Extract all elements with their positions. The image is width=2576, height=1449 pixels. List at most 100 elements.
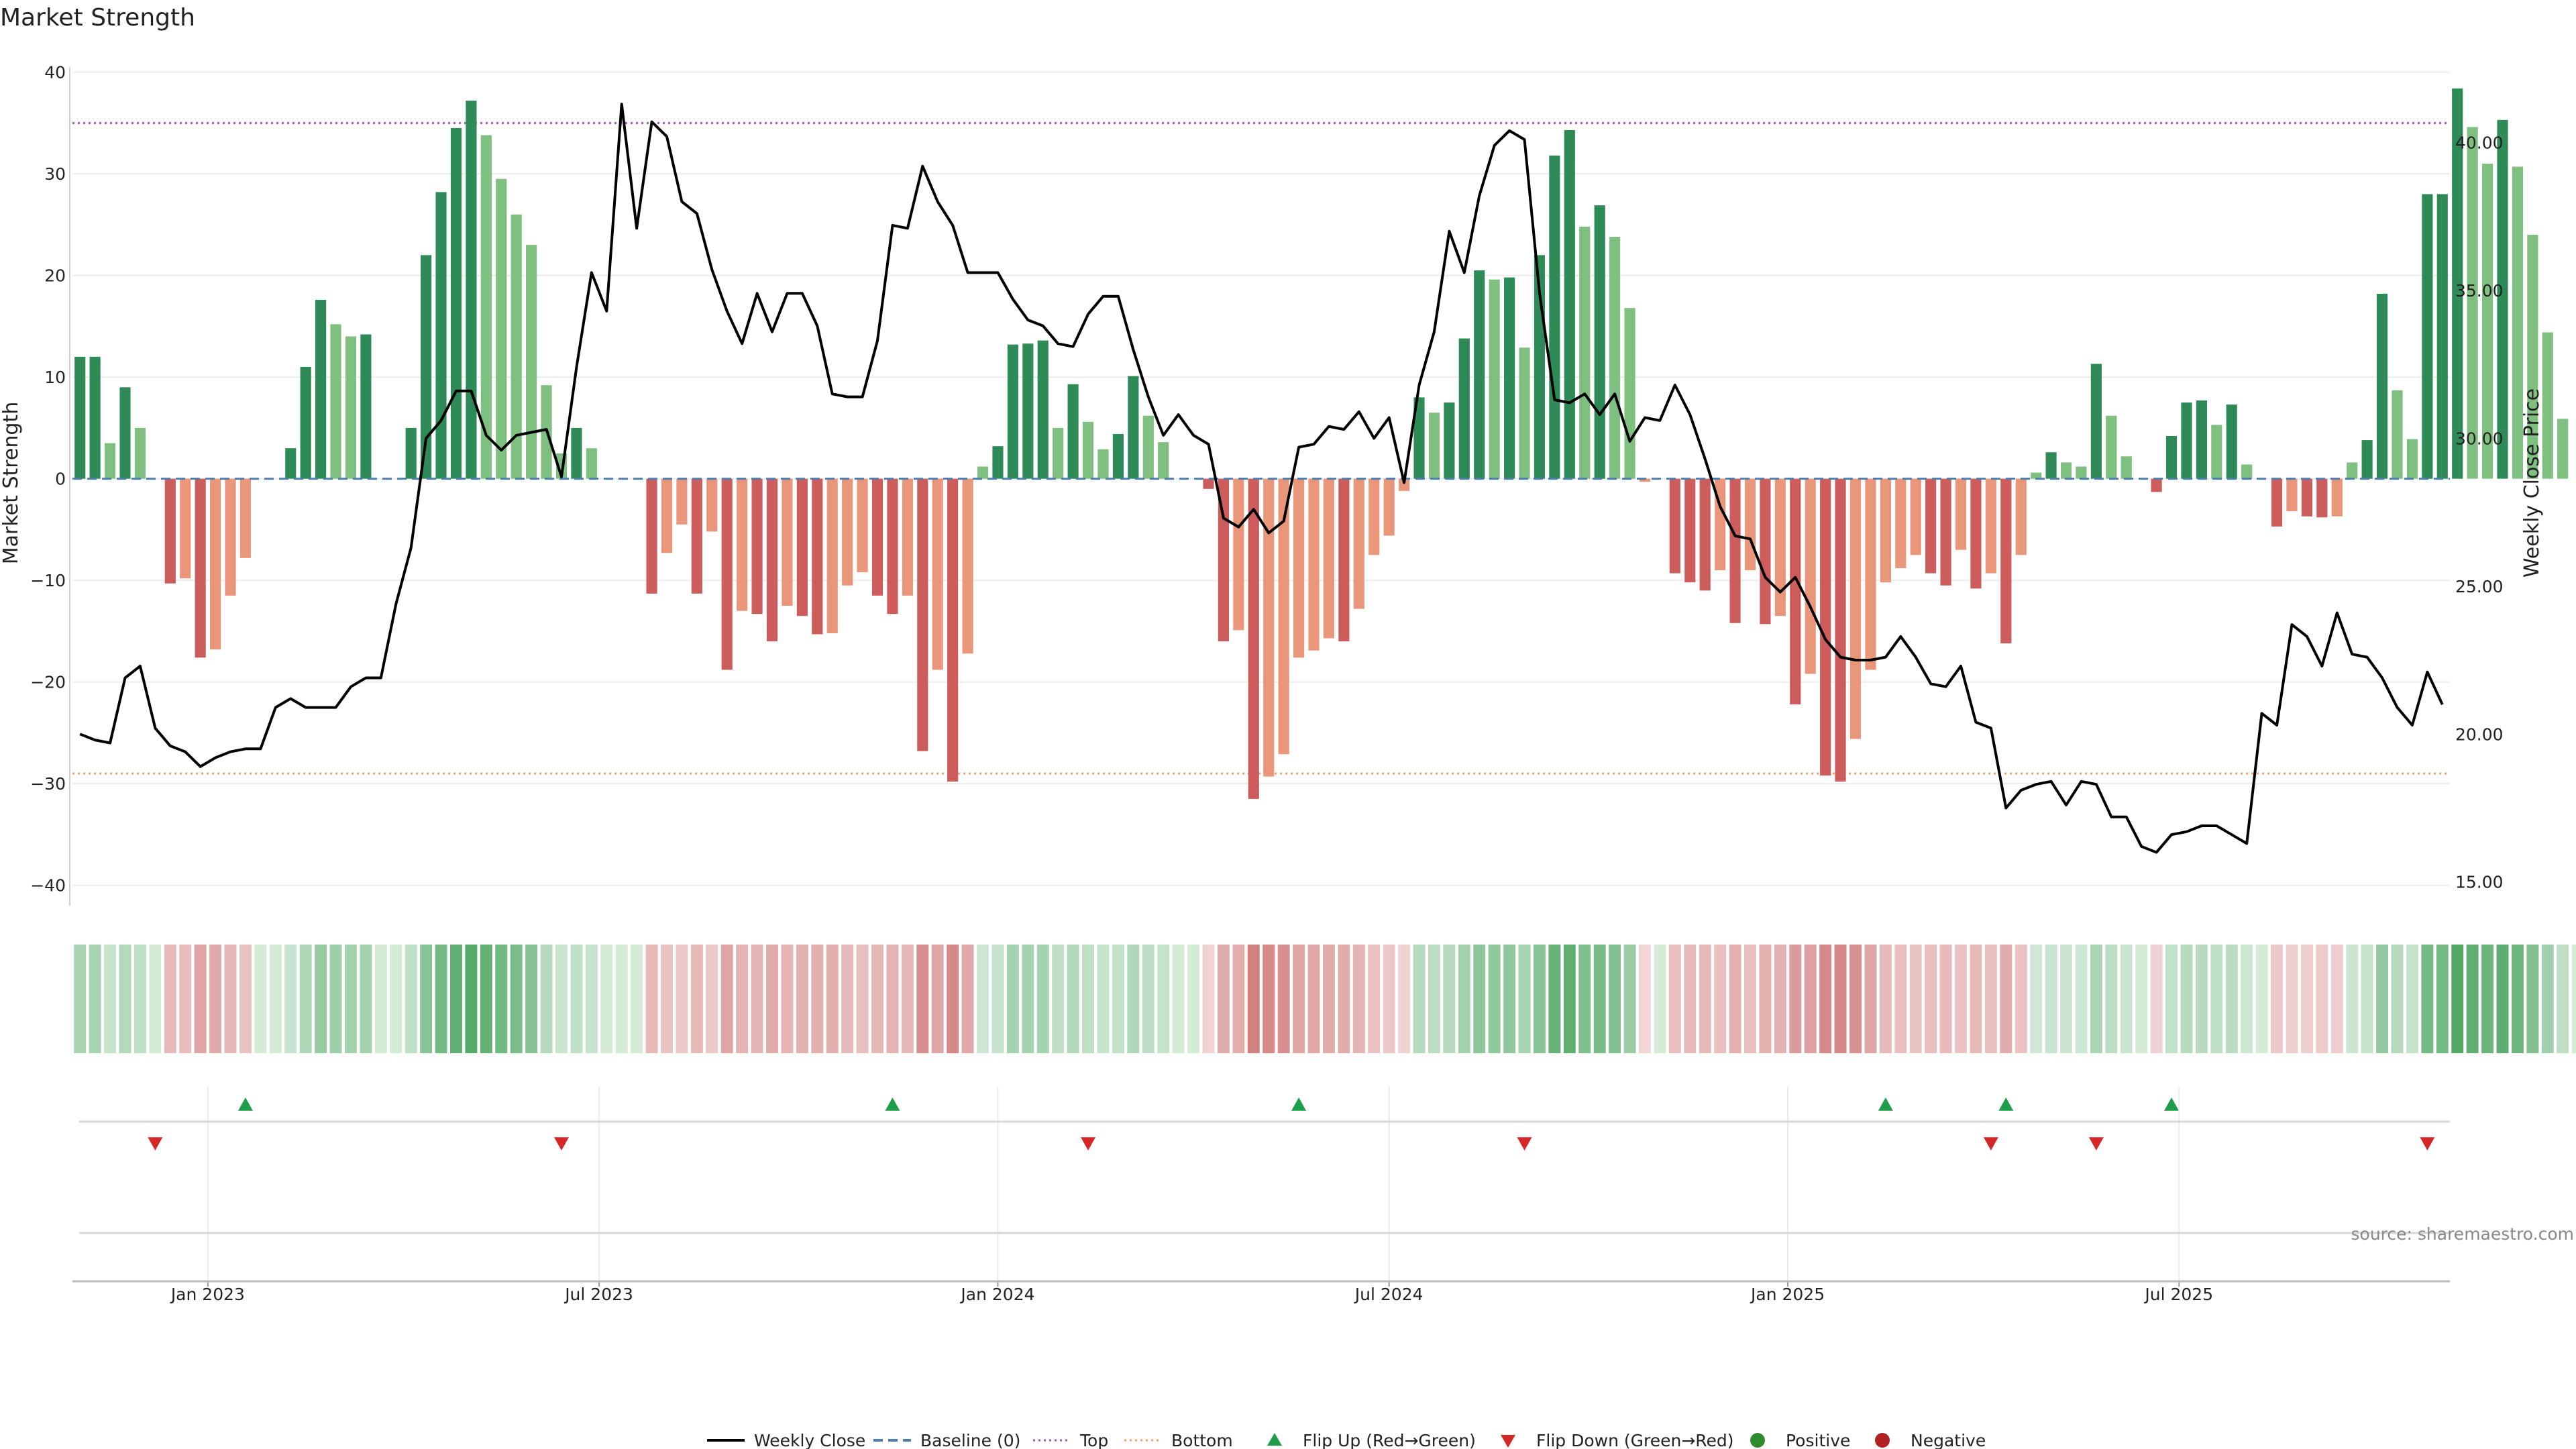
strength-bar-negative xyxy=(1729,478,1741,623)
heat-cell xyxy=(2376,945,2389,1053)
y-tick-label: 0 xyxy=(55,470,66,489)
legend-swatch xyxy=(1875,1433,1890,1448)
strength-bar-positive xyxy=(977,466,989,479)
heat-cell xyxy=(2511,945,2524,1053)
heat-cell xyxy=(2150,945,2163,1053)
heat-cell xyxy=(329,945,342,1053)
heat-cell xyxy=(2526,945,2539,1053)
strength-bar-positive xyxy=(992,446,1004,479)
heat-cell xyxy=(1955,945,1967,1053)
strength-bar-positive xyxy=(1444,402,1455,479)
strength-bar-positive xyxy=(74,356,86,479)
strength-bar-negative xyxy=(661,478,673,553)
heat-cell xyxy=(1067,945,1079,1053)
y2-tick-label: 35.00 xyxy=(2455,281,2504,301)
strength-bar-negative xyxy=(1744,478,1756,570)
strength-bar-negative xyxy=(1323,478,1335,639)
strength-bar-positive xyxy=(1489,279,1500,479)
heat-cell xyxy=(239,945,252,1053)
heat-cell xyxy=(89,945,101,1053)
strength-bar-negative xyxy=(1699,478,1711,591)
heat-cell xyxy=(2180,945,2193,1053)
strength-bar-negative xyxy=(826,478,838,633)
heat-cell xyxy=(254,945,267,1053)
heat-cell xyxy=(886,945,899,1053)
heat-cell xyxy=(2225,945,2238,1053)
heat-cell xyxy=(1202,945,1215,1053)
heat-cell xyxy=(615,945,628,1053)
heat-cell xyxy=(555,945,568,1053)
strength-bar-negative xyxy=(1278,478,1289,755)
heat-cell xyxy=(631,945,643,1053)
strength-bar-positive xyxy=(2406,439,2418,479)
strength-bar-positive xyxy=(2527,235,2538,479)
strength-bar-negative xyxy=(676,478,688,525)
heat-cell xyxy=(1894,945,1907,1053)
heat-cell xyxy=(1338,945,1350,1053)
heat-cell xyxy=(1834,945,1847,1053)
flip-up-marker xyxy=(2164,1097,2180,1111)
heat-cell xyxy=(1473,945,1486,1053)
heat-cell xyxy=(1488,945,1501,1053)
strength-heat-strip xyxy=(74,945,2576,1053)
strength-bar-negative xyxy=(932,478,943,670)
flip-down-marker xyxy=(1517,1137,1532,1150)
heat-cell xyxy=(1036,945,1049,1053)
heat-cell xyxy=(2361,945,2373,1053)
strength-bar-negative xyxy=(1849,478,1862,739)
heat-cell xyxy=(570,945,583,1053)
heat-cell xyxy=(1097,945,1110,1053)
heat-cell xyxy=(2075,945,2088,1053)
strength-bar-positive xyxy=(360,334,372,479)
strength-bar-negative xyxy=(1835,478,1846,782)
strength-bar-positive xyxy=(1112,433,1124,479)
strength-bar-negative xyxy=(857,478,868,573)
heat-cell xyxy=(585,945,598,1053)
heat-cell xyxy=(2557,945,2569,1053)
legend-label: Bottom xyxy=(1171,1431,1233,1449)
strength-bar-negative xyxy=(1368,478,1380,555)
strength-bar-positive xyxy=(1158,442,1169,479)
heat-cell xyxy=(1157,945,1170,1053)
x-tick-label: Jan 2025 xyxy=(1750,1285,1825,1304)
heat-cell xyxy=(916,945,929,1053)
heat-cell xyxy=(1413,945,1426,1053)
strength-bar-negative xyxy=(164,478,176,584)
heat-cell xyxy=(2466,945,2479,1053)
heat-cell xyxy=(284,945,297,1053)
strength-bar-positive xyxy=(105,443,116,479)
heat-cell xyxy=(1172,945,1185,1053)
flip-down-marker xyxy=(553,1137,569,1150)
heat-cell xyxy=(1774,945,1786,1053)
strength-bar-negative xyxy=(2316,478,2328,518)
y-tick-label: −10 xyxy=(30,571,66,590)
strength-bar-positive xyxy=(1007,344,1018,479)
strength-bar-negative xyxy=(1774,478,1786,616)
heat-cell xyxy=(1759,945,1772,1053)
heat-cell xyxy=(2541,945,2554,1053)
strength-bar-positive xyxy=(2121,456,2132,479)
heat-cell xyxy=(74,945,87,1053)
heat-cell xyxy=(1443,945,1456,1053)
heat-cell xyxy=(2391,945,2404,1053)
heat-cell xyxy=(1729,945,1741,1053)
strength-bar-negative xyxy=(962,478,973,654)
flip-up-marker xyxy=(1291,1097,1307,1111)
heat-cell xyxy=(1232,945,1245,1053)
strength-bar-negative xyxy=(195,478,206,658)
heat-cell xyxy=(480,945,492,1053)
strength-bar-positive xyxy=(2436,194,2448,479)
strength-bar-negative xyxy=(1669,478,1680,574)
strength-bar-negative xyxy=(2271,478,2283,527)
strength-bar-negative xyxy=(210,478,221,650)
heat-cell xyxy=(465,945,478,1053)
heat-cell xyxy=(2421,945,2434,1053)
heat-cell xyxy=(179,945,192,1053)
y2-tick-label: 40.00 xyxy=(2455,133,2504,152)
heat-cell xyxy=(1263,945,1275,1053)
strength-bar-positive xyxy=(526,245,537,479)
heat-cell xyxy=(1082,945,1095,1053)
heat-cell xyxy=(1593,945,1606,1053)
weekly-close-series xyxy=(79,103,2444,854)
strength-bar-positive xyxy=(1097,449,1109,479)
